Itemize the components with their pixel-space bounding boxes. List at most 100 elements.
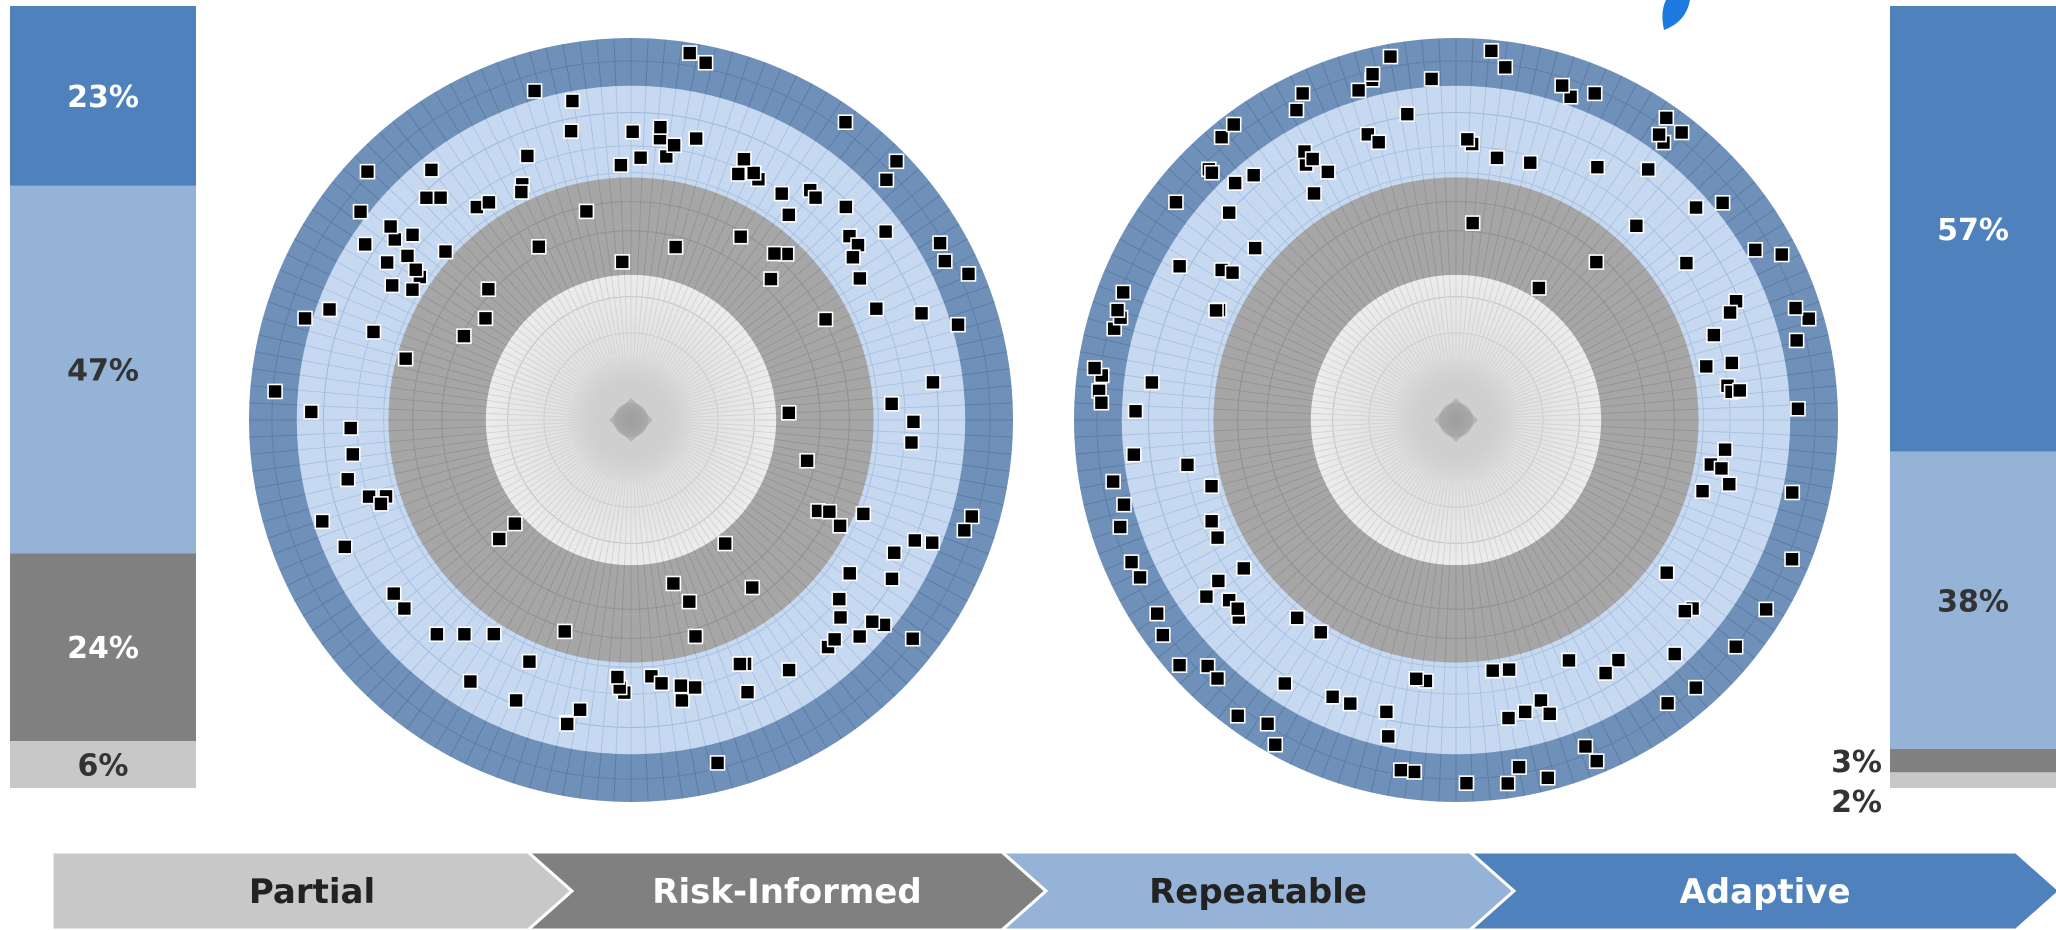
spoke: [1381, 94, 1403, 184]
spoke: [1416, 436, 1452, 561]
spoke: [1473, 421, 1600, 440]
spoke: [1560, 252, 1632, 321]
spoke: [1392, 435, 1449, 551]
spoke: [1242, 304, 1329, 352]
marker-risk-informed: [744, 579, 761, 596]
spoke: [1352, 650, 1382, 739]
spoke: [802, 91, 828, 134]
spoke: [1321, 62, 1339, 108]
spoke: [1599, 439, 1697, 454]
spoke: [1319, 368, 1440, 415]
spoke: [644, 329, 745, 410]
spoke: [255, 351, 303, 361]
spoke: [420, 100, 448, 142]
spoke: [755, 132, 803, 212]
spoke: [774, 439, 872, 454]
spoke: [699, 547, 747, 634]
spoke: [249, 434, 298, 438]
spoke: [1500, 189, 1532, 283]
spoke: [1600, 75, 1623, 120]
spoke: [864, 484, 954, 510]
spoke: [434, 91, 460, 134]
spoke: [1583, 488, 1670, 536]
spoke: [1313, 223, 1372, 303]
bar-segment-label: 57%: [1937, 213, 2009, 248]
spoke: [515, 547, 563, 634]
spoke: [861, 661, 896, 697]
spoke: [637, 177, 643, 276]
marker-repeatable: [653, 675, 670, 692]
spoke: [298, 389, 390, 399]
spoke: [598, 278, 628, 404]
marker-adaptive: [1171, 657, 1188, 673]
marker-adaptive: [960, 266, 977, 282]
bar-segment-label: 38%: [1937, 584, 2009, 619]
spoke: [562, 44, 572, 92]
center-diamond: [1434, 398, 1478, 442]
spoke: [1591, 470, 1684, 506]
marker-repeatable: [337, 539, 353, 555]
spoke: [1686, 494, 1775, 524]
spoke: [1391, 186, 1418, 281]
marker-repeatable: [339, 471, 356, 488]
spoke: [864, 330, 954, 356]
spoke: [1674, 524, 1758, 566]
spoke: [286, 253, 331, 276]
spoke: [1598, 445, 1695, 464]
spoke: [509, 339, 617, 411]
spoke: [422, 609, 481, 682]
spoke: [1168, 544, 1248, 592]
spoke: [1457, 276, 1476, 403]
spoke: [839, 121, 870, 159]
marker-risk-informed: [491, 531, 508, 547]
spoke: [343, 544, 423, 592]
spoke: [279, 550, 324, 571]
spoke: [647, 424, 770, 466]
spoke: [673, 91, 692, 182]
spoke: [1692, 473, 1782, 495]
marker-repeatable: [883, 396, 900, 412]
spoke: [1324, 642, 1362, 728]
spoke: [1734, 603, 1776, 631]
spoke: [1429, 437, 1454, 563]
spoke: [638, 289, 695, 405]
spoke: [579, 751, 587, 799]
marker-repeatable: [1235, 560, 1252, 577]
marker-repeatable: [365, 324, 382, 340]
spoke: [1468, 431, 1566, 516]
spoke: [1123, 389, 1215, 399]
marker-adaptive: [526, 83, 543, 99]
spoke: [379, 671, 412, 708]
marker-repeatable: [1209, 529, 1226, 546]
spoke: [299, 374, 391, 388]
marker-adaptive: [1199, 658, 1216, 674]
marker-risk-informed: [480, 281, 497, 297]
spoke: [1422, 563, 1437, 661]
spoke: [525, 319, 619, 409]
spoke: [861, 494, 950, 524]
marker-repeatable: [404, 281, 421, 298]
spoke: [1598, 376, 1695, 395]
spoke: [882, 639, 919, 672]
spoke: [675, 41, 683, 89]
marker-repeatable: [1306, 185, 1322, 202]
spoke: [497, 362, 616, 414]
spoke: [647, 425, 768, 472]
spoke: [597, 563, 612, 661]
spoke: [1179, 650, 1215, 685]
spoke: [1470, 428, 1581, 495]
spoke: [925, 577, 968, 602]
marker-repeatable: [519, 148, 536, 164]
spoke: [1471, 362, 1590, 414]
spoke: [872, 650, 908, 685]
spoke: [1460, 436, 1496, 561]
spoke: [1589, 140, 1641, 218]
spoke: [1698, 404, 1790, 410]
spoke: [1623, 178, 1688, 245]
spoke: [1462, 564, 1468, 663]
bar-segment-label: 6%: [78, 749, 129, 784]
spoke: [1342, 329, 1443, 410]
spoke: [576, 561, 600, 657]
spoke: [1133, 330, 1223, 356]
spoke: [632, 437, 651, 564]
